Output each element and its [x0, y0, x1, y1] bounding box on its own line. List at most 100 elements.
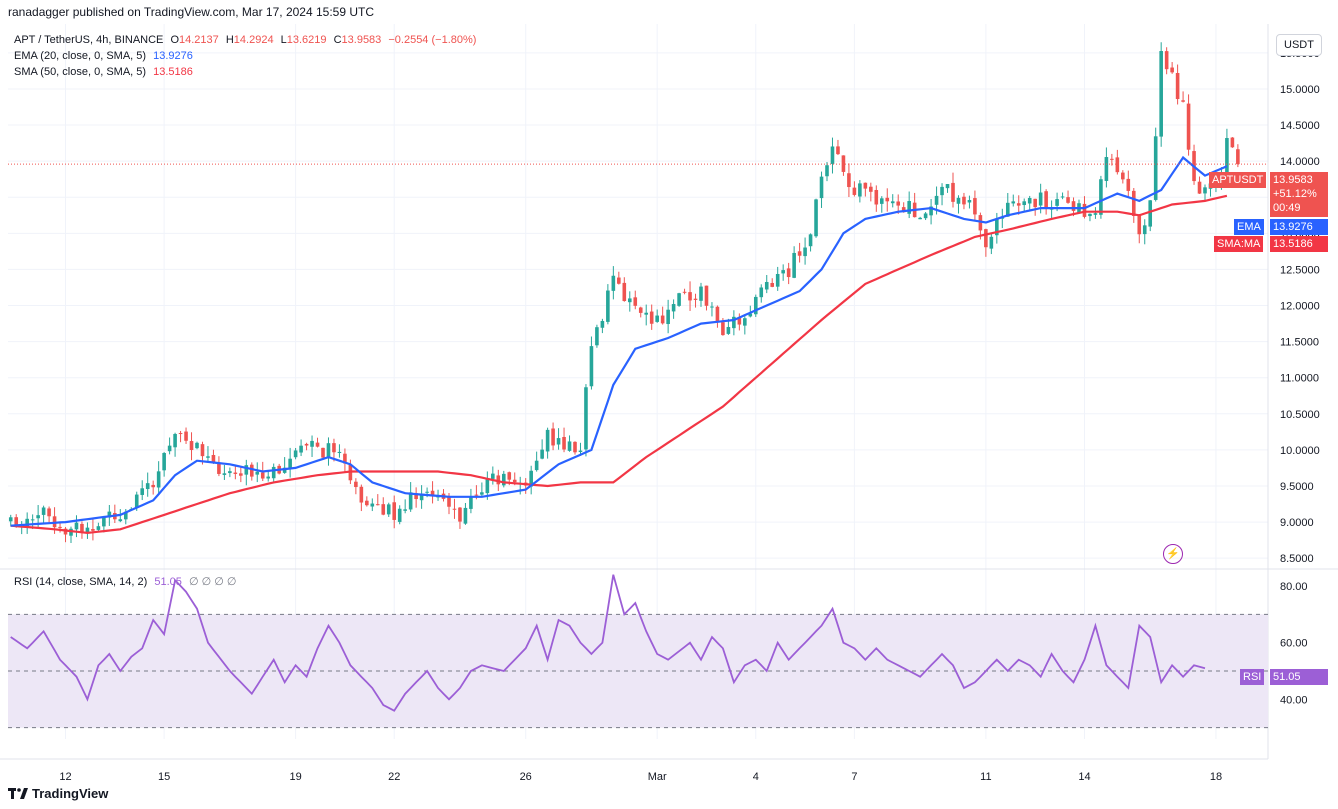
legend-symbol: APT / TetherUS, 4h, BINANCE	[14, 34, 164, 46]
candle-body	[1197, 181, 1202, 194]
candle-body	[649, 311, 654, 324]
price-tick-label: 12.5000	[1280, 264, 1320, 276]
candle-body	[863, 182, 868, 189]
candle-body	[299, 445, 303, 453]
candle-body	[167, 445, 172, 452]
candle-body	[753, 296, 758, 315]
candle-body	[430, 490, 435, 496]
time-tick-label: 7	[851, 771, 857, 780]
candle-body	[869, 186, 873, 192]
candle-body	[721, 322, 725, 336]
candle-body	[282, 467, 287, 473]
candle-body	[918, 217, 922, 220]
ema-legend: EMA (20, close, 0, SMA, 5) 13.9276	[14, 48, 193, 64]
rsi-tick-label: 80.00	[1280, 581, 1308, 593]
candle-body	[381, 504, 386, 515]
candle-body	[995, 218, 999, 236]
candle-body	[1186, 103, 1191, 150]
candle-body	[803, 247, 807, 257]
candle-body	[271, 466, 276, 479]
candle-body	[359, 486, 364, 503]
rsi-axis-tag-label: RSI	[1240, 669, 1265, 685]
candle-body	[255, 471, 260, 475]
candle-body	[611, 275, 616, 291]
candle-body	[1110, 158, 1114, 160]
candle-body	[589, 346, 594, 387]
candle-body	[1115, 157, 1120, 173]
price-tick-label: 11.5000	[1280, 337, 1319, 349]
legend-high: 14.2924	[233, 34, 274, 46]
candle-body	[1099, 179, 1103, 215]
candle-body	[660, 315, 665, 324]
candle-body	[118, 519, 123, 522]
candle-body	[841, 155, 846, 172]
candle-body	[901, 207, 906, 213]
candle-body	[617, 277, 621, 284]
candle-body	[1142, 225, 1147, 235]
candle-body	[266, 476, 271, 479]
candle-body	[69, 528, 73, 536]
candle-body	[748, 313, 753, 317]
candle-body	[929, 206, 933, 216]
publisher-header: ranadagger published on TradingView.com,…	[0, 0, 1338, 24]
candle-body	[1044, 191, 1048, 209]
price-tick-label: 9.0000	[1280, 517, 1314, 529]
candle-body	[732, 316, 736, 329]
sma-axis-tag-value: 13.5186	[1270, 236, 1328, 252]
candle-body	[419, 493, 424, 501]
candle-body	[1027, 197, 1032, 204]
candle-body	[30, 519, 35, 521]
candle-body	[956, 197, 961, 204]
candle-body	[1121, 172, 1125, 180]
candle-body	[244, 465, 249, 475]
candle-body	[485, 478, 490, 494]
lightning-icon[interactable]: ⚡	[1163, 544, 1183, 564]
candle-body	[989, 236, 994, 249]
candle-body	[288, 458, 292, 468]
candle-body	[80, 523, 84, 532]
candle-body	[1181, 100, 1185, 102]
tradingview-logo-icon	[8, 787, 28, 799]
candle-body	[501, 473, 506, 486]
candle-body	[1170, 67, 1174, 73]
candle-body	[206, 456, 210, 458]
legend-open-label: O	[170, 34, 180, 46]
candle-body	[222, 473, 227, 475]
candle-body	[644, 312, 649, 315]
price-tick-label: 10.5000	[1280, 409, 1320, 421]
time-tick-label: 26	[520, 771, 532, 780]
ema-legend-value: 13.9276	[153, 50, 193, 62]
publisher-text: ranadagger published on TradingView.com,…	[8, 5, 375, 19]
price-tag-value: 13.9583	[1273, 174, 1313, 186]
candle-body	[699, 286, 703, 301]
chart-area[interactable]: 8.5000 9.0000 9.5000 10.0000 10.5000 11.0000 1…	[0, 24, 1338, 780]
candle-body	[41, 507, 46, 515]
legend-close: 13.9583	[341, 34, 382, 46]
candle-body	[140, 488, 145, 495]
sma-legend-label: SMA (50, close, 0, SMA, 5)	[14, 66, 147, 78]
candle-body	[984, 229, 988, 248]
candle-body	[36, 515, 40, 519]
candle-body	[96, 526, 101, 530]
candle-body	[354, 481, 358, 488]
candle-body	[545, 429, 550, 452]
candle-body	[573, 441, 577, 453]
candle-body	[671, 304, 676, 312]
candle-body	[233, 472, 238, 474]
candle-body	[726, 326, 731, 334]
candle-body	[326, 443, 331, 459]
currency-button[interactable]: USDT	[1276, 34, 1322, 56]
candle-body	[551, 428, 555, 446]
candle-body	[1164, 51, 1169, 70]
candle-body	[370, 503, 375, 507]
candle-body	[775, 273, 780, 287]
candle-body	[890, 201, 895, 204]
price-tag-timer: 00:49	[1273, 202, 1301, 214]
ema-line	[10, 155, 1228, 527]
candle-body	[786, 268, 791, 278]
candle-body	[770, 282, 775, 287]
candle-body	[337, 451, 342, 453]
legend-high-label: H	[225, 34, 234, 46]
price-chart-svg[interactable]: 8.5000 9.0000 9.5000 10.0000 10.5000 11.0000 1…	[0, 24, 1338, 780]
candle-body	[1088, 213, 1092, 217]
